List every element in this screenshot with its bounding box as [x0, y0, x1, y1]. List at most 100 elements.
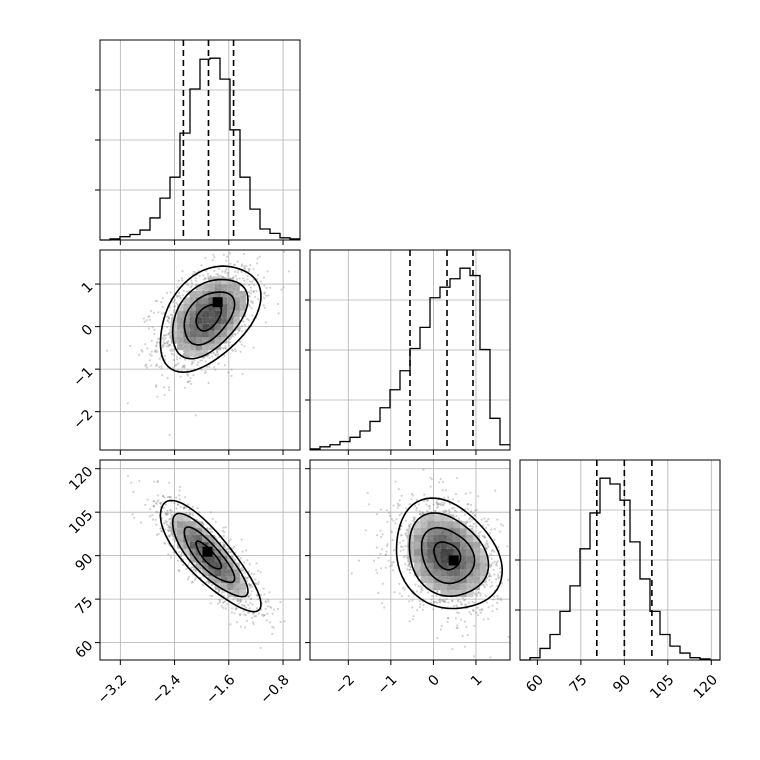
sample-point	[500, 599, 503, 602]
sample-point	[191, 514, 195, 517]
density-cell	[480, 555, 487, 563]
sample-point	[472, 655, 476, 658]
sample-point	[448, 509, 451, 512]
sample-point	[177, 569, 180, 572]
sample-point	[412, 618, 415, 621]
sample-point	[175, 358, 179, 361]
sample-point	[249, 280, 252, 283]
density-cell	[208, 304, 215, 311]
sample-point	[234, 274, 237, 278]
sample-point	[456, 600, 460, 603]
sample-point	[446, 620, 449, 623]
sample-point	[457, 598, 460, 602]
sample-point	[214, 520, 217, 524]
sample-point	[200, 264, 203, 267]
contours	[159, 265, 262, 374]
sample-point	[388, 511, 391, 514]
sample-point	[438, 481, 441, 484]
sample-point	[211, 594, 214, 598]
sample-point	[468, 611, 471, 614]
density-cell	[466, 535, 474, 542]
sample-point	[138, 479, 141, 482]
sample-point	[164, 336, 167, 340]
density-cell	[239, 583, 247, 591]
sample-point	[165, 341, 169, 344]
density-cell	[233, 576, 240, 584]
sample-point	[441, 481, 444, 484]
density-cell	[440, 576, 447, 584]
sample-point	[438, 601, 441, 604]
density-cell	[453, 569, 461, 577]
density-cell	[202, 297, 209, 304]
sample-point	[480, 518, 483, 521]
sample-point	[185, 290, 188, 293]
density-cell	[214, 310, 221, 318]
density-cell	[208, 541, 215, 549]
sample-point	[394, 522, 397, 525]
density-cell	[195, 323, 203, 331]
sample-point	[161, 495, 164, 498]
sample-point	[248, 305, 251, 308]
sample-point	[243, 267, 247, 270]
density-cell	[195, 290, 203, 298]
sample-point	[167, 529, 170, 533]
sample-point	[375, 513, 379, 516]
sample-point	[204, 277, 207, 280]
density-cell	[202, 569, 209, 577]
sample-point	[176, 503, 179, 507]
sample-point	[489, 656, 492, 659]
sample-point	[495, 561, 498, 564]
sample-point	[196, 507, 199, 510]
sample-point	[440, 599, 443, 602]
sample-point	[249, 593, 252, 596]
density-cell	[202, 317, 209, 324]
sample-point	[277, 312, 280, 315]
sample-point	[409, 525, 412, 528]
density-cell	[460, 576, 467, 584]
sample-point	[227, 540, 230, 543]
sample-point	[264, 607, 267, 611]
density-cell	[221, 569, 228, 577]
sample-point	[408, 564, 411, 567]
sample-point	[173, 511, 176, 514]
sample-point	[233, 333, 236, 336]
sample-point	[414, 504, 417, 507]
sample-point	[242, 277, 245, 280]
sample-point	[390, 517, 393, 521]
histogram-step	[520, 477, 720, 661]
sample-point	[224, 269, 227, 272]
sample-point	[183, 364, 186, 367]
sample-point	[178, 494, 181, 497]
sample-point	[141, 350, 144, 353]
sample-point	[229, 538, 232, 541]
sample-point	[174, 364, 177, 367]
sample-point	[400, 534, 403, 537]
density-cell	[227, 576, 234, 584]
density-cell	[473, 548, 480, 556]
sample-point	[376, 571, 379, 574]
density-cell	[427, 576, 434, 584]
density-cell	[233, 317, 240, 324]
sample-point	[228, 341, 231, 344]
sample-point	[451, 647, 454, 651]
sample-point	[173, 305, 176, 308]
density-cell	[447, 521, 454, 529]
sample-point	[431, 594, 434, 598]
sample-point	[171, 538, 174, 541]
sample-point	[486, 520, 489, 523]
sample-point	[167, 534, 170, 538]
sample-point	[398, 504, 401, 507]
sample-point	[153, 332, 156, 336]
sample-point	[217, 591, 220, 594]
sample-point	[140, 349, 143, 352]
sample-point	[496, 594, 499, 598]
sample-point	[160, 365, 163, 368]
density-cell	[195, 304, 203, 311]
sample-point	[477, 614, 480, 617]
density-cell	[221, 330, 228, 337]
sample-point	[202, 523, 205, 526]
sample-point	[229, 262, 232, 265]
sample-point	[169, 291, 172, 294]
sample-point	[485, 583, 488, 586]
sample-point	[165, 292, 169, 295]
